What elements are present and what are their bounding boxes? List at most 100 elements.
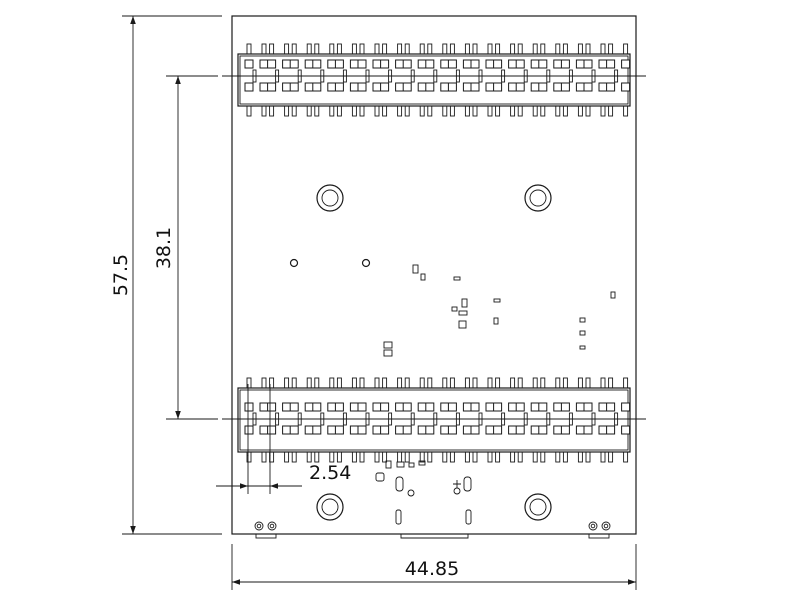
pad bbox=[269, 523, 275, 529]
pin-divider bbox=[501, 69, 506, 83]
pin-pad bbox=[598, 425, 608, 435]
pin-pad bbox=[575, 402, 585, 412]
pin-pad bbox=[538, 402, 548, 412]
pin-leg bbox=[404, 451, 410, 463]
pin-leg bbox=[314, 43, 320, 55]
pin-leg bbox=[495, 105, 501, 117]
pin-pad bbox=[417, 59, 427, 69]
pin-leg bbox=[306, 105, 312, 117]
pin-leg bbox=[487, 377, 493, 389]
pin-leg bbox=[329, 43, 335, 55]
pin-leg bbox=[419, 377, 425, 389]
pin-pad bbox=[575, 82, 585, 92]
pin-pad bbox=[515, 425, 525, 435]
pin-leg bbox=[404, 43, 410, 55]
pin-pad bbox=[493, 82, 503, 92]
pin-leg bbox=[487, 105, 493, 117]
pin-pad bbox=[304, 425, 314, 435]
pin-pad bbox=[425, 82, 435, 92]
pin-pad bbox=[530, 82, 540, 92]
pin-leg bbox=[427, 105, 433, 117]
dimension-total-height: 57.5 bbox=[110, 15, 222, 535]
mounting-holes bbox=[316, 184, 552, 521]
pin-leg bbox=[555, 451, 561, 463]
pin-divider bbox=[614, 69, 619, 83]
pin-leg bbox=[269, 377, 275, 389]
dimension-header-spacing: 38.1 bbox=[153, 75, 218, 420]
pin-leg bbox=[359, 451, 365, 463]
pin-leg bbox=[374, 377, 380, 389]
smd-part bbox=[420, 273, 426, 281]
pin-leg bbox=[495, 451, 501, 463]
pin-leg bbox=[329, 105, 335, 117]
pin-pad bbox=[440, 425, 450, 435]
pin-pad bbox=[538, 425, 548, 435]
pin-leg bbox=[585, 105, 591, 117]
pin-leg bbox=[510, 377, 516, 389]
pin-pad bbox=[402, 82, 412, 92]
pin-pad bbox=[575, 59, 585, 69]
pin-pad bbox=[462, 425, 472, 435]
pin-pad bbox=[606, 402, 616, 412]
pin-pad bbox=[312, 425, 322, 435]
capacitor bbox=[463, 476, 472, 492]
pin-pad bbox=[312, 82, 322, 92]
pin-leg bbox=[577, 43, 583, 55]
pin-leg bbox=[314, 377, 320, 389]
pin-leg bbox=[291, 43, 297, 55]
pin-leg bbox=[261, 105, 267, 117]
pin-divider bbox=[275, 412, 280, 426]
pad bbox=[601, 521, 611, 531]
pin-leg bbox=[608, 105, 614, 117]
pin-leg bbox=[397, 43, 403, 55]
pin-leg bbox=[284, 43, 290, 55]
pin-divider bbox=[252, 412, 257, 426]
pin-leg bbox=[269, 43, 275, 55]
smd-part bbox=[418, 460, 426, 466]
pin-divider bbox=[523, 412, 528, 426]
pin-leg bbox=[404, 105, 410, 117]
pin-leg bbox=[397, 105, 403, 117]
pin-leg bbox=[464, 105, 470, 117]
pin-leg bbox=[449, 105, 455, 117]
pin-leg bbox=[351, 43, 357, 55]
pin-pad bbox=[621, 425, 631, 435]
pin-pad bbox=[515, 82, 525, 92]
label-total-height: 57.5 bbox=[110, 254, 132, 296]
pin-leg bbox=[608, 43, 614, 55]
smd-part bbox=[395, 509, 402, 525]
capacitor bbox=[395, 476, 404, 492]
pin-pad bbox=[417, 402, 427, 412]
pin-leg bbox=[442, 43, 448, 55]
pin-pad bbox=[289, 402, 299, 412]
pin-leg bbox=[261, 377, 267, 389]
pin-leg bbox=[532, 43, 538, 55]
pin-headers bbox=[222, 43, 646, 463]
pin-pad bbox=[530, 59, 540, 69]
pin-leg bbox=[374, 43, 380, 55]
pin-pad bbox=[395, 425, 405, 435]
pin-leg bbox=[472, 43, 478, 55]
smd-part bbox=[451, 306, 458, 312]
pin-pad bbox=[553, 425, 563, 435]
pin-pad bbox=[267, 82, 277, 92]
pin-pad bbox=[395, 59, 405, 69]
smd-part bbox=[465, 509, 472, 525]
smd-part bbox=[610, 291, 616, 299]
pcb-board-outline bbox=[231, 15, 637, 535]
pin-leg bbox=[427, 451, 433, 463]
pin-pad bbox=[470, 59, 480, 69]
pin-pad bbox=[485, 402, 495, 412]
pin-pad bbox=[289, 82, 299, 92]
pin-pad bbox=[357, 82, 367, 92]
pin-pad bbox=[530, 402, 540, 412]
pin-leg bbox=[517, 451, 523, 463]
pad bbox=[255, 533, 277, 539]
pin-leg bbox=[562, 105, 568, 117]
pin-pad bbox=[606, 59, 616, 69]
mounting-hole-top-left bbox=[316, 184, 344, 212]
pin-leg bbox=[306, 451, 312, 463]
pad bbox=[590, 523, 596, 529]
pin-pad bbox=[447, 82, 457, 92]
pin-leg bbox=[359, 377, 365, 389]
